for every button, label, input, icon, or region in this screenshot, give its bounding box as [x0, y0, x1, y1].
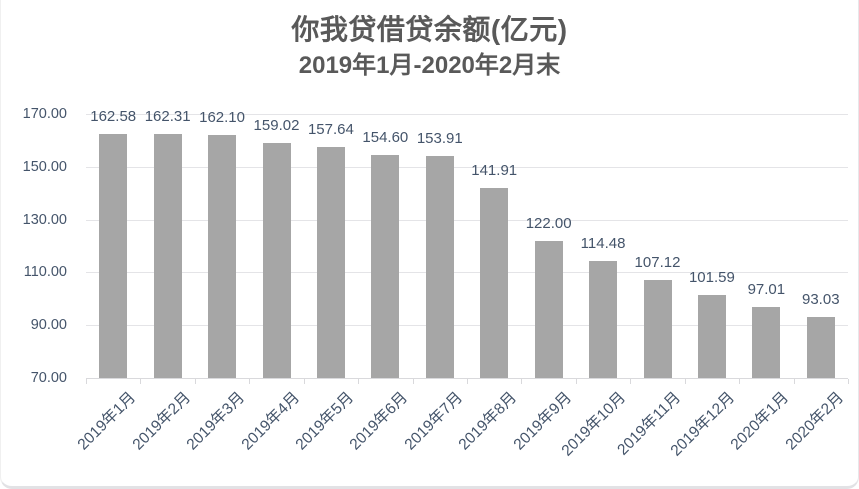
bar — [697, 294, 726, 378]
bar — [99, 133, 128, 378]
y-axis-label: 90.00 — [30, 317, 67, 334]
x-axis-tick — [684, 379, 686, 384]
x-axis-tick — [848, 379, 849, 384]
bar — [208, 134, 237, 378]
x-axis-label: 2019年4月 — [238, 389, 303, 454]
gridline — [86, 166, 848, 168]
bar — [425, 156, 454, 378]
bar-value-label: 157.64 — [307, 120, 354, 138]
bar-value-label: 154.60 — [362, 128, 409, 146]
bar — [371, 154, 400, 378]
bar — [806, 317, 835, 378]
x-axis-label: 2019年1月 — [74, 389, 140, 454]
x-axis-label: 2020年1月 — [727, 389, 793, 454]
x-axis-tick — [521, 379, 523, 384]
bar-value-label: 101.59 — [688, 268, 735, 286]
bar-value-label: 162.58 — [90, 107, 137, 125]
x-axis-line — [86, 378, 848, 379]
x-axis-label: 2019年7月 — [401, 389, 466, 454]
bar — [643, 280, 672, 378]
bar-value-label: 93.03 — [802, 291, 840, 309]
x-axis-label: 2019年8月 — [455, 389, 521, 454]
y-axis-label: 150.00 — [22, 158, 67, 175]
y-axis-label: 170.00 — [22, 106, 67, 122]
x-axis-label: 2019年3月 — [183, 389, 249, 454]
bar — [534, 240, 563, 378]
bar-value-label: 97.01 — [747, 280, 786, 298]
x-axis-tick — [412, 379, 414, 384]
x-axis-tick — [194, 379, 196, 384]
x-axis-label: 2019年2月 — [129, 389, 194, 454]
bar — [316, 146, 345, 378]
bar-value-label: 141.91 — [471, 162, 518, 180]
bar — [589, 260, 618, 378]
bar-value-label: 107.12 — [634, 254, 681, 271]
gridline — [86, 219, 848, 221]
y-axis-label: 70.00 — [30, 370, 67, 386]
x-axis-tick — [303, 379, 305, 384]
x-axis-tick — [249, 379, 251, 384]
x-axis-tick — [140, 379, 142, 384]
x-axis-tick — [630, 379, 632, 384]
x-axis-tick — [86, 379, 87, 384]
bar-value-label: 153.91 — [416, 130, 463, 148]
gridline — [86, 272, 848, 274]
gridline — [86, 325, 848, 327]
bar — [752, 306, 781, 378]
x-axis-tick — [575, 379, 577, 384]
x-axis-label: 2019年5月 — [292, 389, 357, 454]
x-axis-tick — [793, 379, 795, 384]
chart-subtitle: 2019年1月-2020年2月末 — [298, 52, 561, 79]
bar — [480, 188, 509, 378]
bar-value-label: 162.31 — [144, 108, 191, 126]
bar — [153, 134, 182, 378]
x-axis-tick — [358, 379, 360, 384]
chart-title: 你我贷借贷余额(亿元) — [291, 14, 568, 45]
bar-value-label: 114.48 — [580, 234, 626, 252]
bar-value-label: 122.00 — [525, 214, 572, 232]
x-axis-tick — [467, 379, 468, 384]
y-axis-label: 130.00 — [22, 211, 67, 228]
x-axis-tick — [739, 379, 741, 384]
x-axis-label: 2019年6月 — [346, 389, 412, 454]
x-axis-label: 2020年2月 — [782, 389, 847, 454]
bar — [262, 142, 291, 378]
bar-value-label: 159.02 — [253, 116, 300, 134]
gridline — [86, 114, 848, 115]
bar-value-label: 162.10 — [199, 108, 245, 126]
y-axis-label: 110.00 — [23, 264, 67, 281]
